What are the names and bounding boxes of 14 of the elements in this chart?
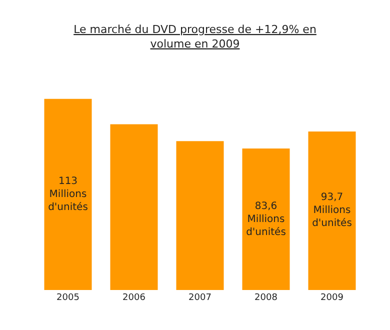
data-label: 113 Millions d'unités	[48, 176, 88, 213]
x-tick-label: 2007	[188, 293, 212, 303]
bar	[110, 124, 158, 290]
data-label: 93,7 Millions d'unités	[312, 192, 352, 230]
x-tick-label: 2005	[56, 293, 80, 303]
bar	[242, 148, 290, 290]
x-tick-label: 2009	[320, 293, 344, 303]
data-label: 83,6 Millions d'unités	[246, 200, 286, 238]
x-tick-label: 2008	[254, 293, 278, 303]
chart-title: Le marché du DVD progresse de +12,9% en volume en 2009	[74, 23, 316, 50]
bar	[176, 141, 224, 290]
bar	[308, 131, 356, 290]
bar	[44, 98, 92, 290]
x-tick-label: 2006	[122, 293, 146, 303]
